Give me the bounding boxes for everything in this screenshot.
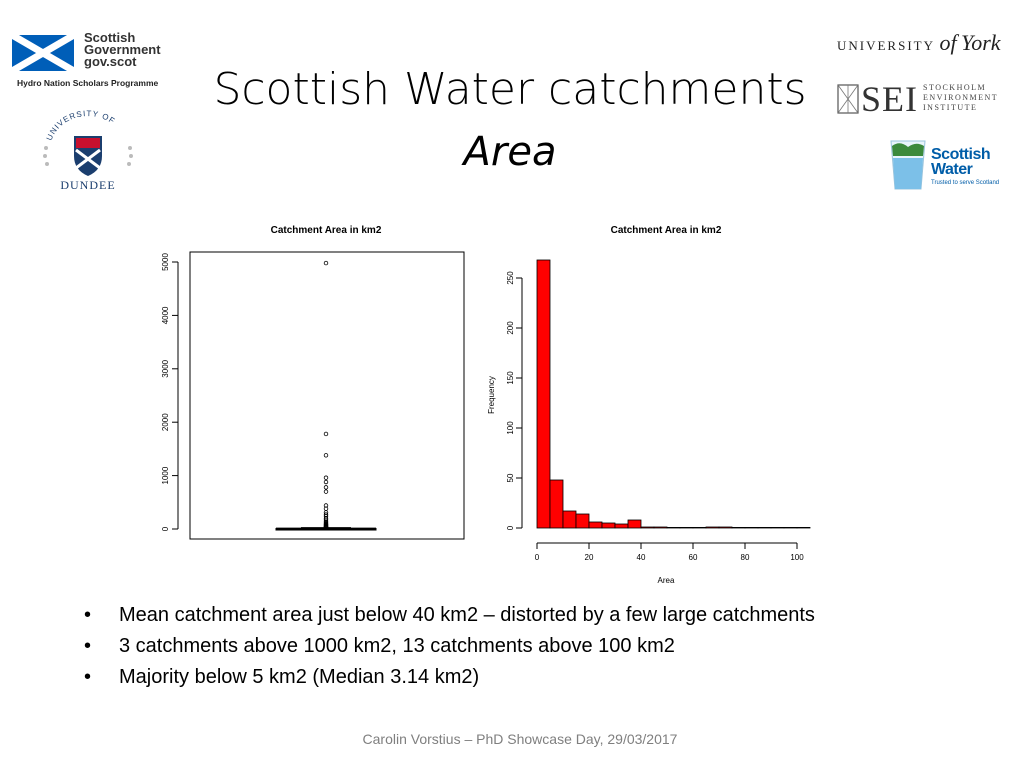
histogram-chart: Catchment Area in km2 0 50 100 150 200 250 0 2… (487, 225, 811, 585)
bullet-text: 3 catchments above 1000 km2, 13 catchmen… (119, 635, 675, 657)
histogram-y-axis: 0 50 100 150 200 250 (506, 271, 523, 530)
outlier-point (323, 260, 329, 266)
histogram-bar (536, 259, 551, 529)
gov-line-1: Scottish (84, 30, 136, 45)
histogram-bar (614, 523, 629, 529)
sei-logo: SEI STOCKHOLM ENVIRONMENT INSTITUTE (837, 79, 1007, 120)
boxplot-outliers (323, 260, 329, 530)
histogram-bar (718, 526, 733, 529)
histogram-x-axis: 0 20 40 60 80 100 (535, 542, 804, 562)
x-tick-label: 40 (637, 553, 646, 562)
sei-subtitle: STOCKHOLM ENVIRONMENT INSTITUTE (923, 83, 998, 113)
water-glass-icon (890, 140, 926, 190)
histogram-xlabel: Area (658, 576, 675, 585)
y-tick-label: 150 (506, 371, 515, 385)
gov-line-3: gov.scot (84, 54, 137, 69)
histogram-bar (640, 526, 655, 529)
histogram-bar (653, 526, 668, 529)
y-tick-label: 50 (506, 473, 515, 482)
y-tick-label: 2000 (161, 413, 170, 431)
histogram-ylabel: Frequency (487, 376, 496, 414)
histogram-bar (562, 510, 577, 529)
outlier-point (323, 431, 329, 437)
histogram-bar (601, 522, 616, 529)
slide-footer: Carolin Vorstius – PhD Showcase Day, 29/… (362, 731, 678, 747)
gov-text: Scottish Government gov.scot (84, 30, 161, 69)
histogram-bar (731, 526, 746, 529)
slide-subtitle: Area (463, 129, 557, 175)
histogram-bar (666, 526, 681, 529)
bullet-text: Mean catchment area just below 40 km2 – … (119, 604, 815, 626)
bullet-item: • Majority below 5 km2 (Median 3.14 km2) (84, 662, 984, 693)
histogram-bar (757, 526, 772, 529)
x-tick-label: 60 (689, 553, 698, 562)
york-of: of (939, 30, 957, 55)
histogram-bar (796, 526, 811, 529)
boxplot-frame (189, 251, 465, 540)
sei-line-3: INSTITUTE (923, 103, 978, 112)
y-tick-label: 4000 (161, 306, 170, 324)
y-tick-label: 3000 (161, 359, 170, 377)
x-tick-label: 80 (741, 553, 750, 562)
histogram-bar (705, 526, 720, 529)
outlier-point (323, 453, 329, 458)
university-of-york-logo: UNIVERSITY of York (837, 30, 1002, 62)
york-prefix: UNIVERSITY (837, 38, 935, 53)
scottish-government-logo: Scottish Government gov.scot Hydro Natio… (12, 30, 172, 92)
y-tick-label: 5000 (161, 253, 170, 271)
scottish-water-logo: Scottish Water Trusted to serve Scotland (888, 138, 1003, 193)
y-tick-label: 0 (506, 525, 515, 530)
histogram-bar (588, 521, 603, 529)
y-tick-label: 200 (506, 321, 515, 335)
boxplot-y-axis: 0 1000 2000 3000 4000 5000 (161, 253, 179, 531)
histogram-bars (536, 259, 811, 529)
sei-line-2: ENVIRONMENT (923, 93, 999, 102)
dundee-crest-icon: UNIVERSITY OF (43, 110, 133, 176)
x-tick-label: 0 (535, 553, 540, 562)
outlier-point (323, 489, 329, 494)
x-tick-label: 100 (790, 553, 804, 562)
sei-line-1: STOCKHOLM (923, 83, 987, 92)
outlier-point (323, 479, 329, 485)
outlier-point (323, 475, 329, 480)
x-tick-label: 20 (585, 553, 594, 562)
outlier-point (323, 485, 329, 490)
histogram-bar (770, 526, 785, 529)
histogram-bar (744, 526, 759, 529)
bullet-dot-icon: • (84, 604, 92, 626)
histogram-bar (783, 526, 798, 529)
histogram-bar (575, 513, 590, 529)
bullet-list: • Mean catchment area just below 40 km2 –… (84, 600, 984, 693)
y-tick-label: 1000 (161, 466, 170, 484)
sw-line-1: Scottish (931, 146, 991, 163)
sw-line-2: Water (931, 161, 973, 178)
y-tick-label: 100 (506, 421, 515, 435)
bullet-text: Majority below 5 km2 (Median 3.14 km2) (119, 666, 480, 688)
bullet-item: • Mean catchment area just below 40 km2 –… (84, 600, 984, 631)
sei-mark-icon (837, 84, 859, 114)
programme-label: Hydro Nation Scholars Programme (17, 78, 159, 88)
gov-line-2: Government (84, 42, 161, 57)
histogram-bar (692, 526, 707, 529)
bullet-dot-icon: • (84, 666, 92, 688)
outlier-point (323, 525, 329, 530)
york-name: York (961, 30, 1001, 55)
histogram-title: Catchment Area in km2 (611, 225, 722, 236)
scottish-water-tagline: Trusted to serve Scotland (931, 180, 1000, 186)
y-tick-label: 0 (161, 526, 170, 531)
bullet-item: • 3 catchments above 1000 km2, 13 catchme… (84, 631, 984, 662)
university-of-dundee-logo: UNIVERSITY OF DUNDEE (38, 110, 138, 195)
sei-mark: SEI (861, 79, 918, 119)
bullet-dot-icon: • (84, 635, 92, 657)
y-tick-label: 250 (506, 271, 515, 285)
histogram-bar (627, 519, 642, 529)
slide-title: Scottish Water catchments (213, 64, 807, 115)
histogram-bar (549, 479, 564, 529)
boxplot-chart: Catchment Area in km2 0 1000 2000 3000 4000 5… (161, 225, 465, 540)
histogram-bar (679, 526, 694, 529)
saltire-flag-icon (12, 35, 74, 71)
scottish-water-name: Scottish Water (931, 146, 991, 178)
dundee-name: DUNDEE (60, 178, 116, 192)
boxplot-title: Catchment Area in km2 (271, 225, 382, 236)
